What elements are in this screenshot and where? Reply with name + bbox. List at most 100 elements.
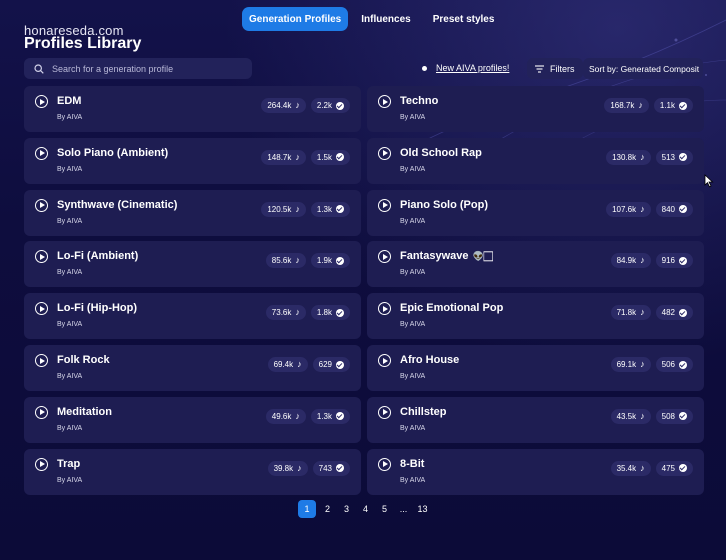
- profile-card[interactable]: Lo-Fi (Hip-Hop) By AIVA 73.6k ♪ 1.8k: [24, 293, 361, 340]
- profile-name-text: Solo Piano (Ambient): [57, 146, 169, 159]
- page-button-5[interactable]: 5: [381, 504, 387, 514]
- play-icon[interactable]: [35, 457, 48, 471]
- play-icon[interactable]: [378, 95, 391, 108]
- profile-author: By AIVA: [400, 165, 426, 173]
- check-circle-icon: [336, 308, 344, 317]
- music-note-icon: ♪: [640, 203, 645, 214]
- profile-card[interactable]: Solo Piano (Ambient) By AIVA 148.7k ♪ 1.5k: [24, 137, 361, 184]
- profile-card[interactable]: EDM By AIVA 264.4k ♪ 2.2k: [24, 86, 361, 132]
- tab-influences[interactable]: Influences: [361, 13, 411, 25]
- plays-count-badge: 168.7k ♪: [604, 98, 649, 113]
- profile-card[interactable]: Synthwave (Cinematic) By AIVA 120.5k ♪ 1.3k: [24, 189, 361, 236]
- check-circle-icon: [336, 360, 344, 369]
- page-button-13[interactable]: 13: [417, 504, 428, 514]
- play-icon[interactable]: [35, 302, 48, 316]
- profile-stats: 130.8k ♪ 513: [606, 149, 693, 165]
- profile-name: Epic Emotional Pop: [400, 302, 503, 314]
- plays-count-badge: 71.8k ♪: [610, 305, 651, 321]
- plays-count-badge: 69.1k ♪: [610, 357, 651, 372]
- profile-card[interactable]: Folk Rock By AIVA 69.4k ♪ 629: [24, 345, 361, 391]
- profile-author: By AIVA: [400, 424, 426, 432]
- bullet-dot: [422, 65, 427, 71]
- profile-name-text: Lo-Fi (Hip-Hop): [57, 302, 138, 315]
- plays-count: 69.4k: [273, 360, 294, 369]
- profile-stats: 107.6k ♪ 840: [606, 201, 693, 217]
- tab-generation-profiles[interactable]: Generation Profiles: [242, 7, 349, 31]
- profile-name-text: Trap: [57, 457, 81, 470]
- profile-name-text: Epic Emotional Pop: [400, 302, 504, 315]
- plays-count-badge: 264.4k ♪: [261, 98, 306, 113]
- check-circle-icon: [679, 101, 687, 110]
- page-button-3[interactable]: 3: [343, 504, 349, 514]
- profile-stats: 148.7k ♪ 1.5k: [261, 149, 350, 165]
- play-icon[interactable]: [35, 146, 48, 160]
- profile-card[interactable]: Lo-Fi (Ambient) By AIVA 85.6k ♪ 1.9k: [24, 241, 361, 288]
- profile-stats: 73.6k ♪ 1.8k: [265, 305, 350, 321]
- play-icon[interactable]: [378, 354, 391, 367]
- new-profiles-link[interactable]: New AIVA profiles!: [422, 63, 509, 73]
- generated-count: 1.3k: [316, 411, 332, 421]
- play-icon[interactable]: [378, 146, 391, 160]
- play-icon[interactable]: [378, 457, 391, 471]
- generated-count-badge: 2.2k: [310, 98, 350, 113]
- profile-card[interactable]: Piano Solo (Pop) By AIVA 107.6k ♪ 840: [367, 189, 704, 236]
- profile-name: Trap: [57, 458, 80, 470]
- profile-stats: 168.7k ♪ 1.1k: [604, 98, 693, 113]
- play-icon[interactable]: [378, 198, 391, 212]
- profile-card[interactable]: Chillstep By AIVA 43.5k ♪ 508: [367, 396, 704, 443]
- new-profiles-link-label: New AIVA profiles!: [436, 63, 510, 73]
- plays-count: 71.8k: [616, 308, 637, 318]
- search-bar[interactable]: [24, 58, 252, 79]
- play-icon[interactable]: [35, 405, 48, 419]
- profile-author: By AIVA: [400, 476, 426, 484]
- generated-count-badge: 743: [312, 460, 350, 476]
- plays-count-badge: 148.7k ♪: [261, 149, 306, 165]
- music-note-icon: ♪: [640, 255, 645, 266]
- plays-count: 49.6k: [271, 411, 292, 421]
- profile-author: By AIVA: [400, 373, 426, 380]
- play-icon[interactable]: [378, 405, 391, 419]
- play-icon[interactable]: [35, 250, 48, 264]
- profile-card[interactable]: Old School Rap By AIVA 130.8k ♪ 513: [367, 137, 704, 184]
- play-icon[interactable]: [378, 250, 391, 264]
- profile-card[interactable]: Afro House By AIVA 69.1k ♪ 506: [367, 345, 704, 391]
- filters-button[interactable]: Filters: [527, 58, 583, 79]
- profile-stats: 85.6k ♪ 1.9k: [265, 253, 350, 269]
- check-circle-icon: [679, 308, 687, 317]
- profile-author: By AIVA: [57, 321, 83, 329]
- generated-count-badge: 1.1k: [653, 98, 693, 113]
- sort-dropdown[interactable]: Sort by: Generated Composit: [583, 58, 703, 79]
- generated-count: 1.8k: [316, 308, 332, 318]
- profile-stats: 39.8k ♪ 743: [267, 460, 350, 476]
- alien-emoji-icon: 👽🏻: [472, 251, 493, 262]
- page-button-4[interactable]: 4: [362, 504, 368, 514]
- search-icon: [34, 63, 44, 74]
- profile-stats: 69.1k ♪ 506: [610, 357, 693, 372]
- check-circle-icon: [336, 101, 344, 110]
- profile-name: Meditation: [57, 406, 112, 418]
- generated-count: 1.5k: [316, 152, 332, 162]
- music-note-icon: ♪: [297, 359, 302, 369]
- music-note-icon: ♪: [295, 410, 300, 421]
- profile-card[interactable]: Techno By AIVA 168.7k ♪ 1.1k: [367, 86, 704, 132]
- page-button-1[interactable]: 1: [298, 500, 316, 518]
- music-note-icon: ♪: [295, 100, 300, 110]
- plays-count: 69.1k: [616, 360, 637, 369]
- play-icon[interactable]: [35, 354, 48, 367]
- play-icon[interactable]: [378, 302, 391, 316]
- profile-card[interactable]: Fantasywave 👽🏻 By AIVA 84.9k ♪ 916: [367, 241, 704, 288]
- profile-author: By AIVA: [57, 373, 83, 380]
- search-input[interactable]: [52, 63, 232, 74]
- profile-card[interactable]: Epic Emotional Pop By AIVA 71.8k ♪ 482: [367, 293, 704, 340]
- play-icon[interactable]: [35, 198, 48, 212]
- tab-preset-styles[interactable]: Preset styles: [432, 13, 495, 25]
- profile-card[interactable]: Meditation By AIVA 49.6k ♪ 1.3k: [24, 396, 361, 443]
- profile-card[interactable]: 8-Bit By AIVA 35.4k ♪ 475: [367, 448, 704, 495]
- profile-card[interactable]: Trap By AIVA 39.8k ♪ 743: [24, 448, 361, 495]
- pagination: 1 2 3 4 5... 13: [298, 500, 430, 518]
- music-note-icon: ♪: [640, 359, 645, 369]
- play-icon[interactable]: [35, 95, 48, 108]
- page-button-2[interactable]: 2: [324, 504, 330, 514]
- plays-count-badge: 49.6k ♪: [265, 408, 306, 424]
- check-circle-icon: [336, 205, 344, 214]
